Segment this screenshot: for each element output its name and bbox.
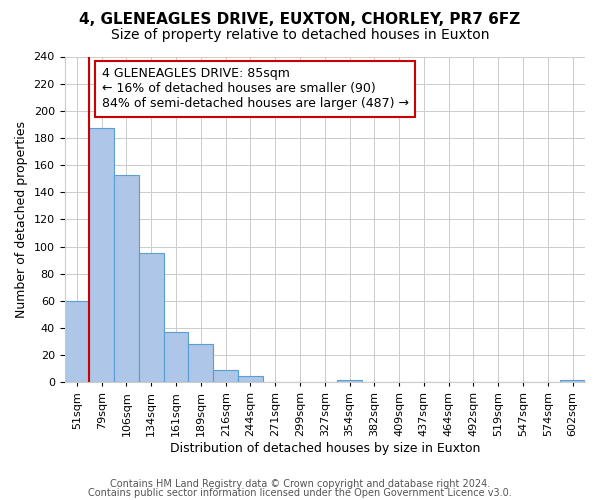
Text: Size of property relative to detached houses in Euxton: Size of property relative to detached ho… bbox=[111, 28, 489, 42]
Bar bbox=[164, 332, 188, 382]
Y-axis label: Number of detached properties: Number of detached properties bbox=[15, 121, 28, 318]
Bar bbox=[560, 380, 585, 382]
Text: 4, GLENEAGLES DRIVE, EUXTON, CHORLEY, PR7 6FZ: 4, GLENEAGLES DRIVE, EUXTON, CHORLEY, PR… bbox=[79, 12, 521, 28]
Bar bbox=[65, 301, 89, 382]
Bar bbox=[337, 380, 362, 382]
Bar bbox=[89, 128, 114, 382]
Text: Contains public sector information licensed under the Open Government Licence v3: Contains public sector information licen… bbox=[88, 488, 512, 498]
Text: Contains HM Land Registry data © Crown copyright and database right 2024.: Contains HM Land Registry data © Crown c… bbox=[110, 479, 490, 489]
Bar bbox=[188, 344, 213, 383]
X-axis label: Distribution of detached houses by size in Euxton: Distribution of detached houses by size … bbox=[170, 442, 480, 455]
Text: 4 GLENEAGLES DRIVE: 85sqm
← 16% of detached houses are smaller (90)
84% of semi-: 4 GLENEAGLES DRIVE: 85sqm ← 16% of detac… bbox=[102, 68, 409, 110]
Bar bbox=[213, 370, 238, 382]
Bar bbox=[238, 376, 263, 382]
Bar bbox=[114, 174, 139, 382]
Bar bbox=[139, 254, 164, 382]
